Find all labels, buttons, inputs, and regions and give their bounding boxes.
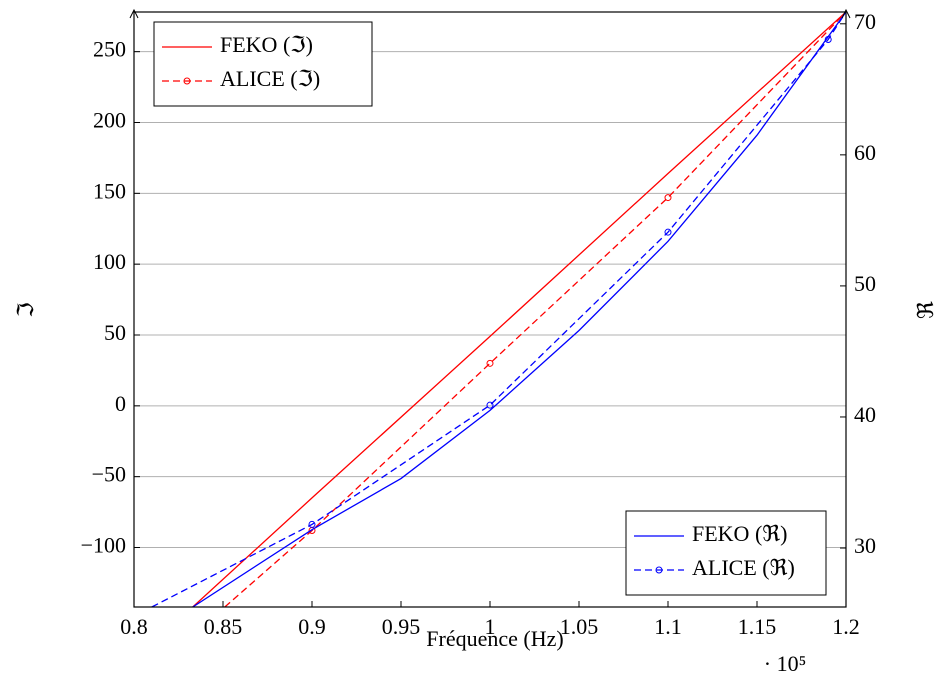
y2-tick-label: 40 (854, 402, 876, 427)
y2-tick-label: 30 (854, 533, 876, 558)
y2-axis-label: ℜ (913, 301, 938, 319)
series-marker (824, 36, 832, 44)
series-marker (486, 401, 494, 409)
y-axis-label: ℑ (13, 302, 38, 317)
legend-label: ALICE (ℜ) (692, 555, 795, 580)
y-tick-label: −50 (92, 462, 126, 487)
y-tick-label: 0 (115, 391, 126, 416)
x-tick-label: 1.2 (832, 614, 860, 639)
axis-arrow (129, 8, 139, 19)
y-tick-label: 50 (104, 320, 126, 345)
plot-frame (133, 11, 847, 608)
series-marker (664, 194, 672, 202)
x-scale-label: · 10⁵ (764, 651, 807, 676)
y2-tick-label: 50 (854, 271, 876, 296)
legend-marker (655, 566, 663, 574)
series-marker (308, 520, 316, 528)
legend-box (153, 21, 373, 107)
x-tick-label: 0.8 (120, 614, 148, 639)
x-tick-label: 0.95 (382, 614, 421, 639)
legend-label: ALICE (ℑ) (220, 66, 320, 91)
y-tick-label: 200 (93, 108, 126, 133)
series-line (192, 12, 846, 607)
x-tick-label: 0.85 (204, 614, 243, 639)
series-line (192, 12, 846, 607)
series-marker (486, 359, 494, 367)
x-tick-label: 1.05 (560, 614, 599, 639)
x-tick-label: 1.15 (738, 614, 777, 639)
y-tick-label: 250 (93, 37, 126, 62)
x-tick-label: 0.9 (298, 614, 326, 639)
x-axis-label: Fréquence (Hz) (426, 626, 563, 651)
y-tick-label: 150 (93, 178, 126, 203)
x-tick-label: 1.1 (654, 614, 682, 639)
y-tick-label: 100 (93, 249, 126, 274)
x-tick-label: 1 (485, 614, 496, 639)
series-line (224, 12, 846, 607)
y2-tick-label: 60 (854, 140, 876, 165)
legend-marker (183, 77, 191, 85)
series-line (151, 12, 846, 607)
legend-label: FEKO (ℜ) (692, 521, 788, 546)
y-tick-label: −100 (81, 533, 126, 558)
axis-arrow (841, 8, 851, 19)
series-marker (664, 228, 672, 236)
legend-box (625, 510, 827, 596)
y2-tick-label: 70 (854, 9, 876, 34)
legend-label: FEKO (ℑ) (220, 32, 313, 57)
